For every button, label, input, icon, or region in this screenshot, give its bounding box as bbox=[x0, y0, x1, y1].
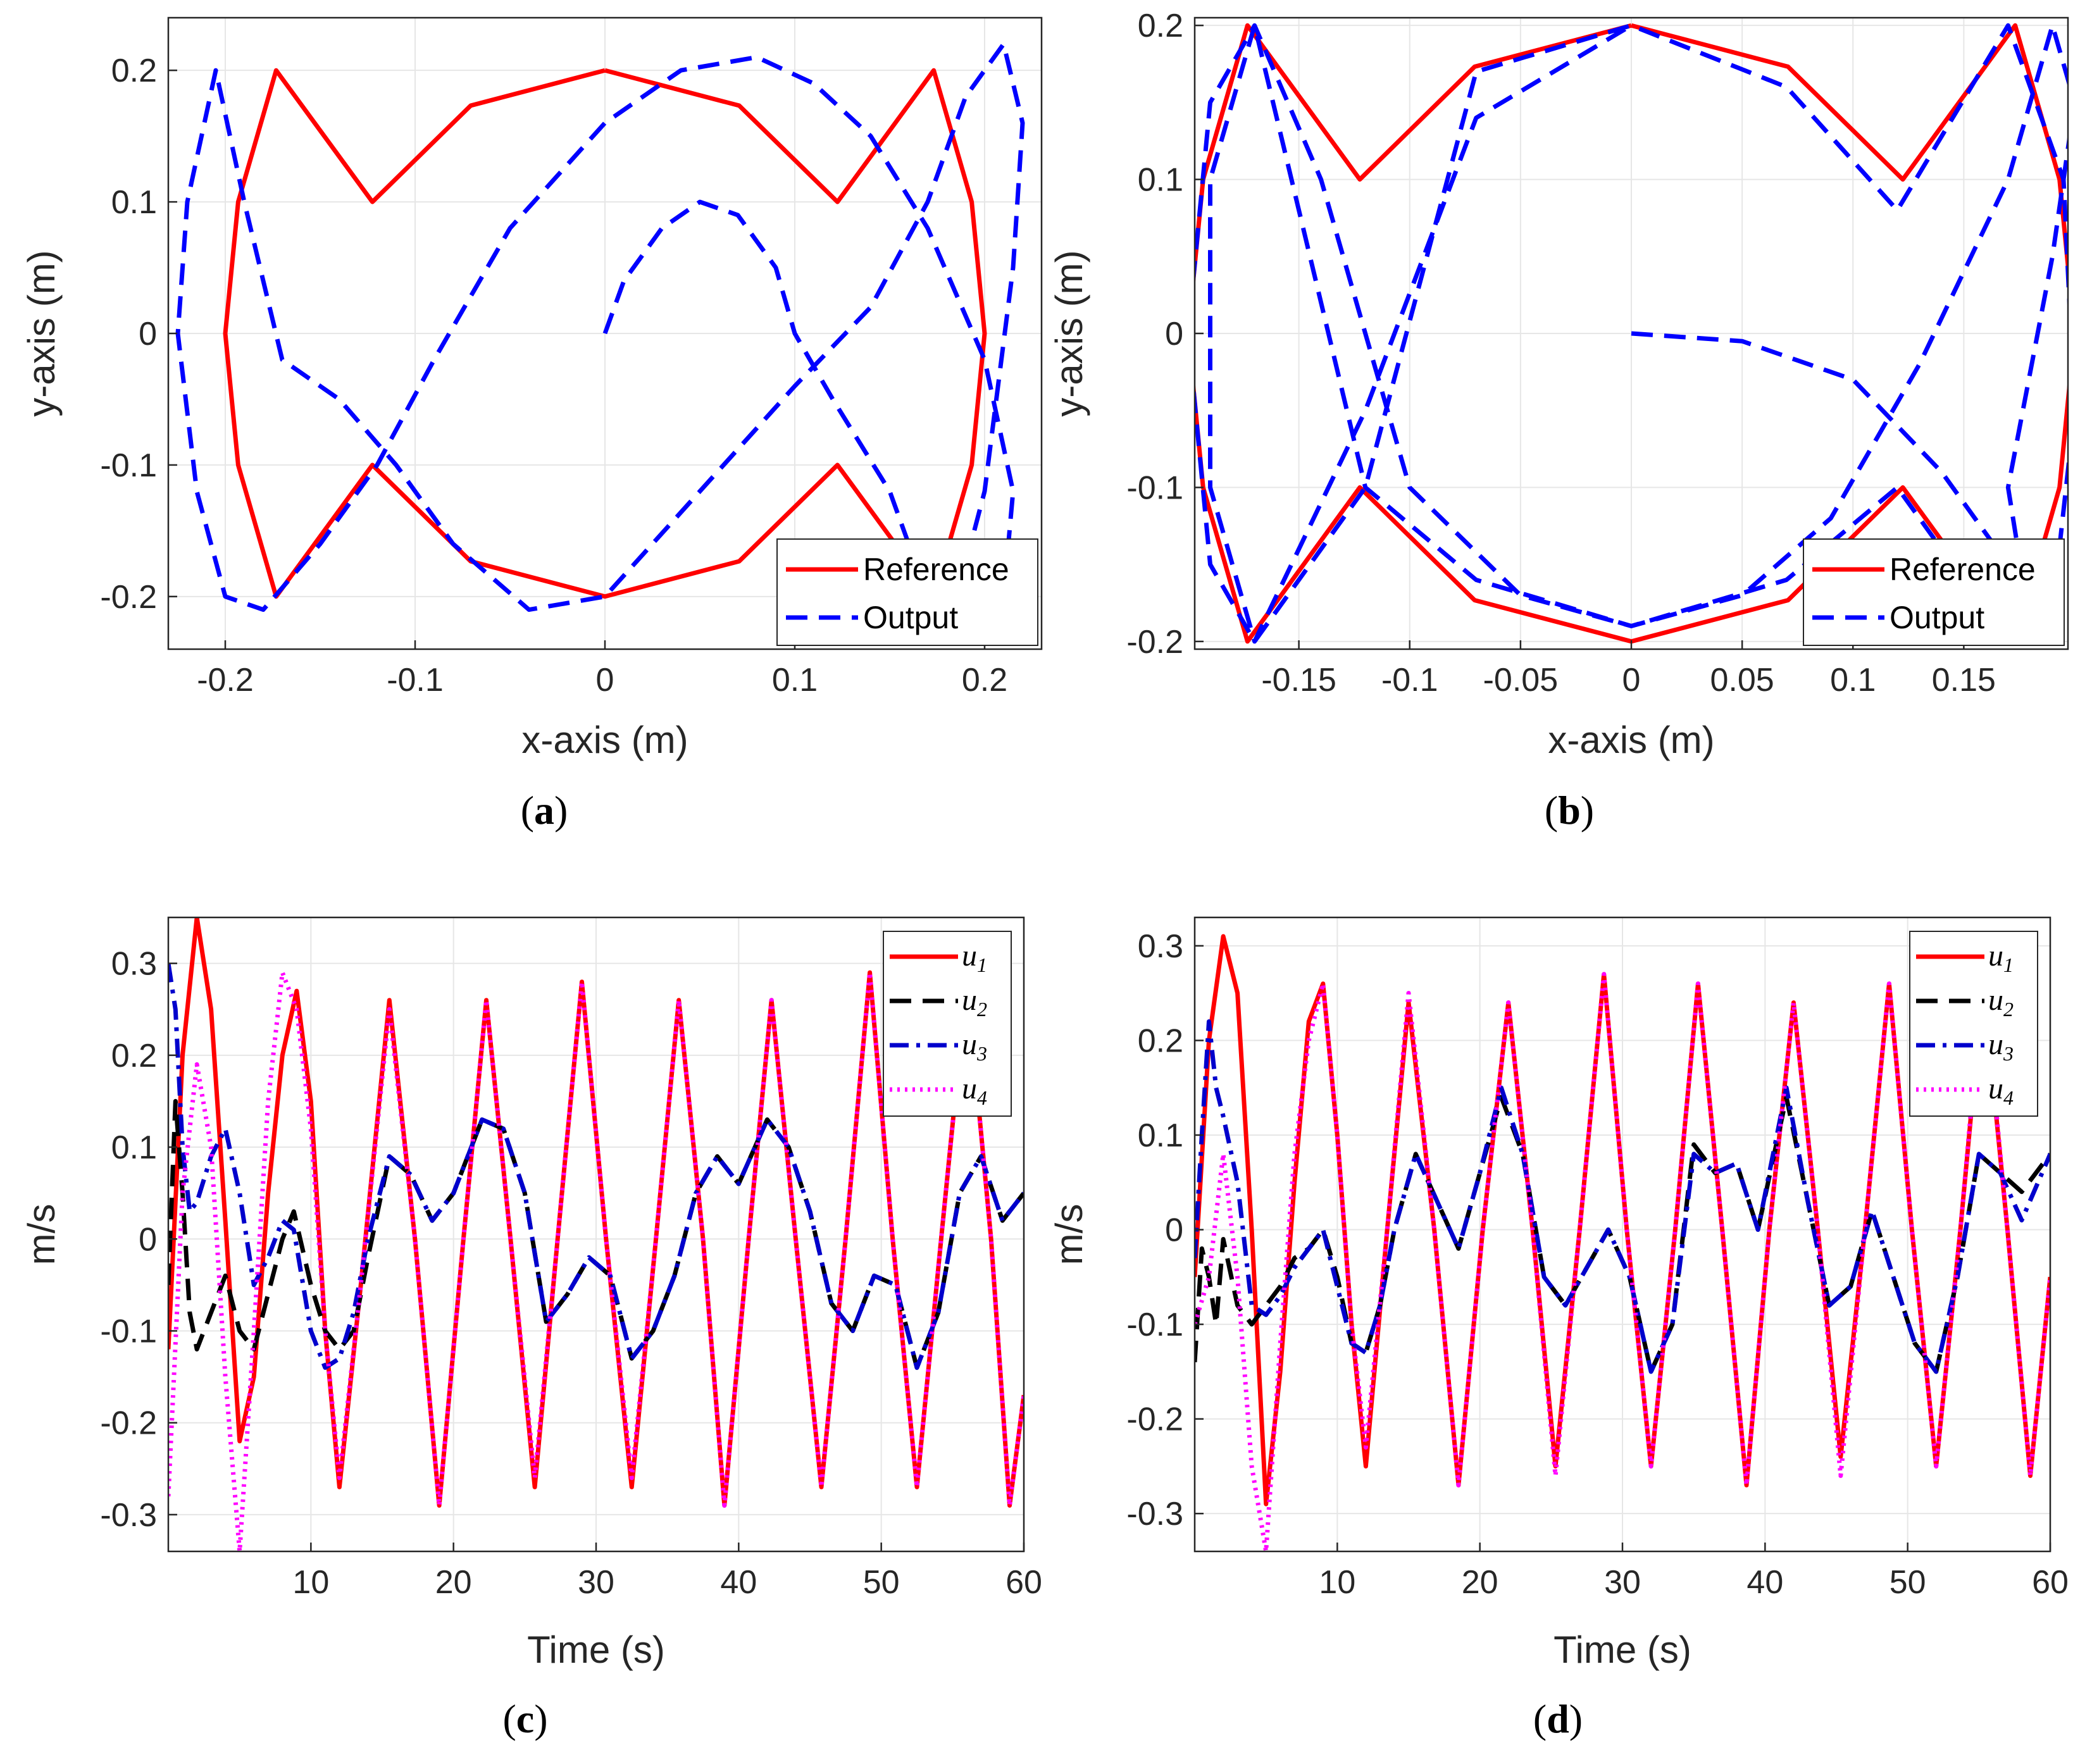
x-tick-label: 40 bbox=[1746, 1564, 1783, 1601]
panel-label: (a) bbox=[521, 788, 568, 833]
y-tick-label: 0.1 bbox=[1138, 1117, 1183, 1154]
x-axis-label: x-axis (m) bbox=[521, 719, 688, 761]
y-axis-label: m/s bbox=[20, 1204, 63, 1265]
x-tick-label: 20 bbox=[435, 1564, 472, 1601]
legend: Reference Output bbox=[1803, 538, 2065, 646]
x-tick-label: 0 bbox=[1622, 662, 1641, 699]
x-tick-label: 30 bbox=[1604, 1564, 1641, 1601]
series-line-output bbox=[175, 42, 1025, 638]
legend-label: u1 bbox=[1988, 939, 2014, 976]
y-tick-label: -0.1 bbox=[1126, 1307, 1183, 1343]
legend-label: Reference bbox=[1890, 552, 2036, 587]
series-line-u4 bbox=[1195, 972, 2050, 1551]
x-tick-label: 60 bbox=[1006, 1564, 1042, 1601]
y-tick-label: 0 bbox=[139, 1221, 157, 1258]
x-tick-label: -0.05 bbox=[1483, 662, 1559, 699]
x-tick-label: 40 bbox=[720, 1564, 757, 1601]
y-tick-label: -0.2 bbox=[100, 579, 157, 616]
x-axis-label: x-axis (m) bbox=[1548, 719, 1714, 761]
y-tick-label: -0.1 bbox=[1126, 469, 1183, 506]
x-tick-label: -0.1 bbox=[387, 662, 444, 699]
y-tick-label: -0.2 bbox=[1126, 624, 1183, 661]
panel-d: 10 20 30 40 50 60 -0.3 -0.2 -0.1 0 0.1 0.2 0.3 Time (… bbox=[1048, 916, 2069, 1741]
y-tick-label: 0.2 bbox=[1138, 1022, 1183, 1059]
y-tick-label: 0.1 bbox=[111, 1129, 157, 1166]
x-tick-label: 0.15 bbox=[1932, 662, 1996, 699]
y-tick-label: -0.1 bbox=[100, 447, 157, 484]
panel-b: -0.15 -0.1 -0.05 0 0.05 0.1 0.15 -0.2 -0.1 0 0.1 0.… bbox=[1048, 8, 2069, 833]
series-line-output bbox=[1195, 23, 2068, 644]
y-tick-label: 0 bbox=[1165, 1212, 1183, 1249]
panel-a: -0.2 -0.1 0 0.1 0.2 -0.2 -0.1 0 0.1 0.2 x-axis (m)… bbox=[20, 16, 1043, 833]
y-tick-label: -0.2 bbox=[1126, 1401, 1183, 1438]
y-tick-label: 0.1 bbox=[1138, 162, 1183, 199]
x-axis-label: Time (s) bbox=[527, 1629, 665, 1671]
x-tick-label: 10 bbox=[292, 1564, 329, 1601]
y-tick-label: 0.3 bbox=[1138, 928, 1183, 965]
y-axis-label: y-axis (m) bbox=[20, 250, 63, 416]
x-tick-label: -0.15 bbox=[1261, 662, 1336, 699]
legend-label: Output bbox=[1890, 600, 1984, 635]
x-tick-label: 60 bbox=[2032, 1564, 2069, 1601]
series-line-u3 bbox=[168, 963, 1024, 1370]
legend-box bbox=[776, 538, 1038, 646]
panel-c: 10 20 30 40 50 60 -0.3 -0.2 -0.1 0 0.1 0.2 0.3 Time (… bbox=[20, 916, 1042, 1741]
y-axis-label: m/s bbox=[1048, 1204, 1090, 1265]
y-tick-label: -0.3 bbox=[100, 1497, 157, 1534]
panel-label: (c) bbox=[502, 1696, 547, 1741]
y-tick-label: 0.2 bbox=[111, 1038, 157, 1074]
series-line-u2 bbox=[168, 1098, 1024, 1370]
x-tick-label: -0.1 bbox=[1381, 662, 1438, 699]
y-tick-label: 0 bbox=[1165, 316, 1183, 352]
series-line-reference bbox=[223, 68, 987, 599]
x-tick-label: 0 bbox=[596, 662, 614, 699]
legend-label: Output bbox=[863, 600, 958, 635]
y-tick-label: 0.2 bbox=[1138, 8, 1183, 44]
legend-box bbox=[883, 931, 1012, 1117]
y-axis-label: y-axis (m) bbox=[1048, 250, 1090, 416]
panel-label: (b) bbox=[1545, 788, 1594, 833]
x-tick-label: 0.05 bbox=[1710, 662, 1774, 699]
x-tick-label: 0.1 bbox=[772, 662, 818, 699]
x-tick-label: 50 bbox=[1890, 1564, 1926, 1601]
y-tick-label: -0.1 bbox=[100, 1313, 157, 1350]
x-tick-label: 20 bbox=[1462, 1564, 1498, 1601]
legend-label: Reference bbox=[863, 552, 1009, 587]
x-tick-label: 30 bbox=[578, 1564, 614, 1601]
panel-label: (d) bbox=[1533, 1696, 1583, 1741]
legend: Reference Output bbox=[776, 538, 1038, 646]
y-tick-label: 0.2 bbox=[111, 53, 157, 89]
y-tick-label: -0.2 bbox=[100, 1405, 157, 1442]
x-tick-label: 50 bbox=[863, 1564, 900, 1601]
legend-box bbox=[1803, 538, 2065, 646]
legend-box bbox=[1909, 931, 2038, 1117]
y-tick-label: 0.3 bbox=[111, 946, 157, 983]
x-tick-label: 10 bbox=[1319, 1564, 1355, 1601]
x-tick-label: 0.1 bbox=[1830, 662, 1876, 699]
x-tick-label: -0.2 bbox=[197, 662, 254, 699]
y-tick-label: 0 bbox=[139, 316, 157, 352]
y-tick-label: -0.3 bbox=[1126, 1496, 1183, 1532]
x-axis-label: Time (s) bbox=[1553, 1629, 1691, 1671]
y-tick-label: 0.1 bbox=[111, 184, 157, 221]
series-line-u3 bbox=[1195, 1019, 2050, 1374]
x-tick-label: 0.2 bbox=[962, 662, 1007, 699]
